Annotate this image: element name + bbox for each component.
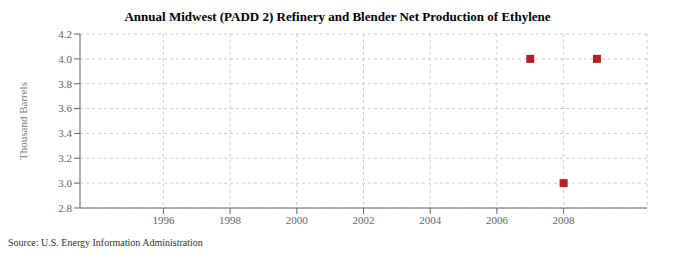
svg-text:3.6: 3.6	[58, 102, 72, 114]
svg-text:2000: 2000	[286, 214, 309, 226]
svg-text:1998: 1998	[219, 214, 242, 226]
svg-text:3.4: 3.4	[58, 127, 72, 139]
svg-text:2008: 2008	[553, 214, 576, 226]
svg-text:4.0: 4.0	[58, 53, 72, 65]
svg-text:2.8: 2.8	[58, 202, 72, 214]
svg-text:3.8: 3.8	[58, 78, 72, 90]
html-text:Annual Midwest (PADD 2) Refine: Annual Midwest (PADD 2) Refinery and Ble…	[124, 9, 551, 24]
svg-text:2004: 2004	[419, 214, 442, 226]
svg-text:Thousand Barrels: Thousand Barrels	[17, 82, 29, 160]
html-text:Source: U.S. Energy Informatio: Source: U.S. Energy Information Administ…	[8, 237, 203, 248]
svg-text:2006: 2006	[486, 214, 509, 226]
svg-text:1996: 1996	[152, 214, 175, 226]
svg-text:3.0: 3.0	[58, 177, 72, 189]
svg-text:3.2: 3.2	[58, 152, 72, 164]
svg-text:4.2: 4.2	[58, 28, 72, 40]
svg-text:2002: 2002	[353, 214, 375, 226]
